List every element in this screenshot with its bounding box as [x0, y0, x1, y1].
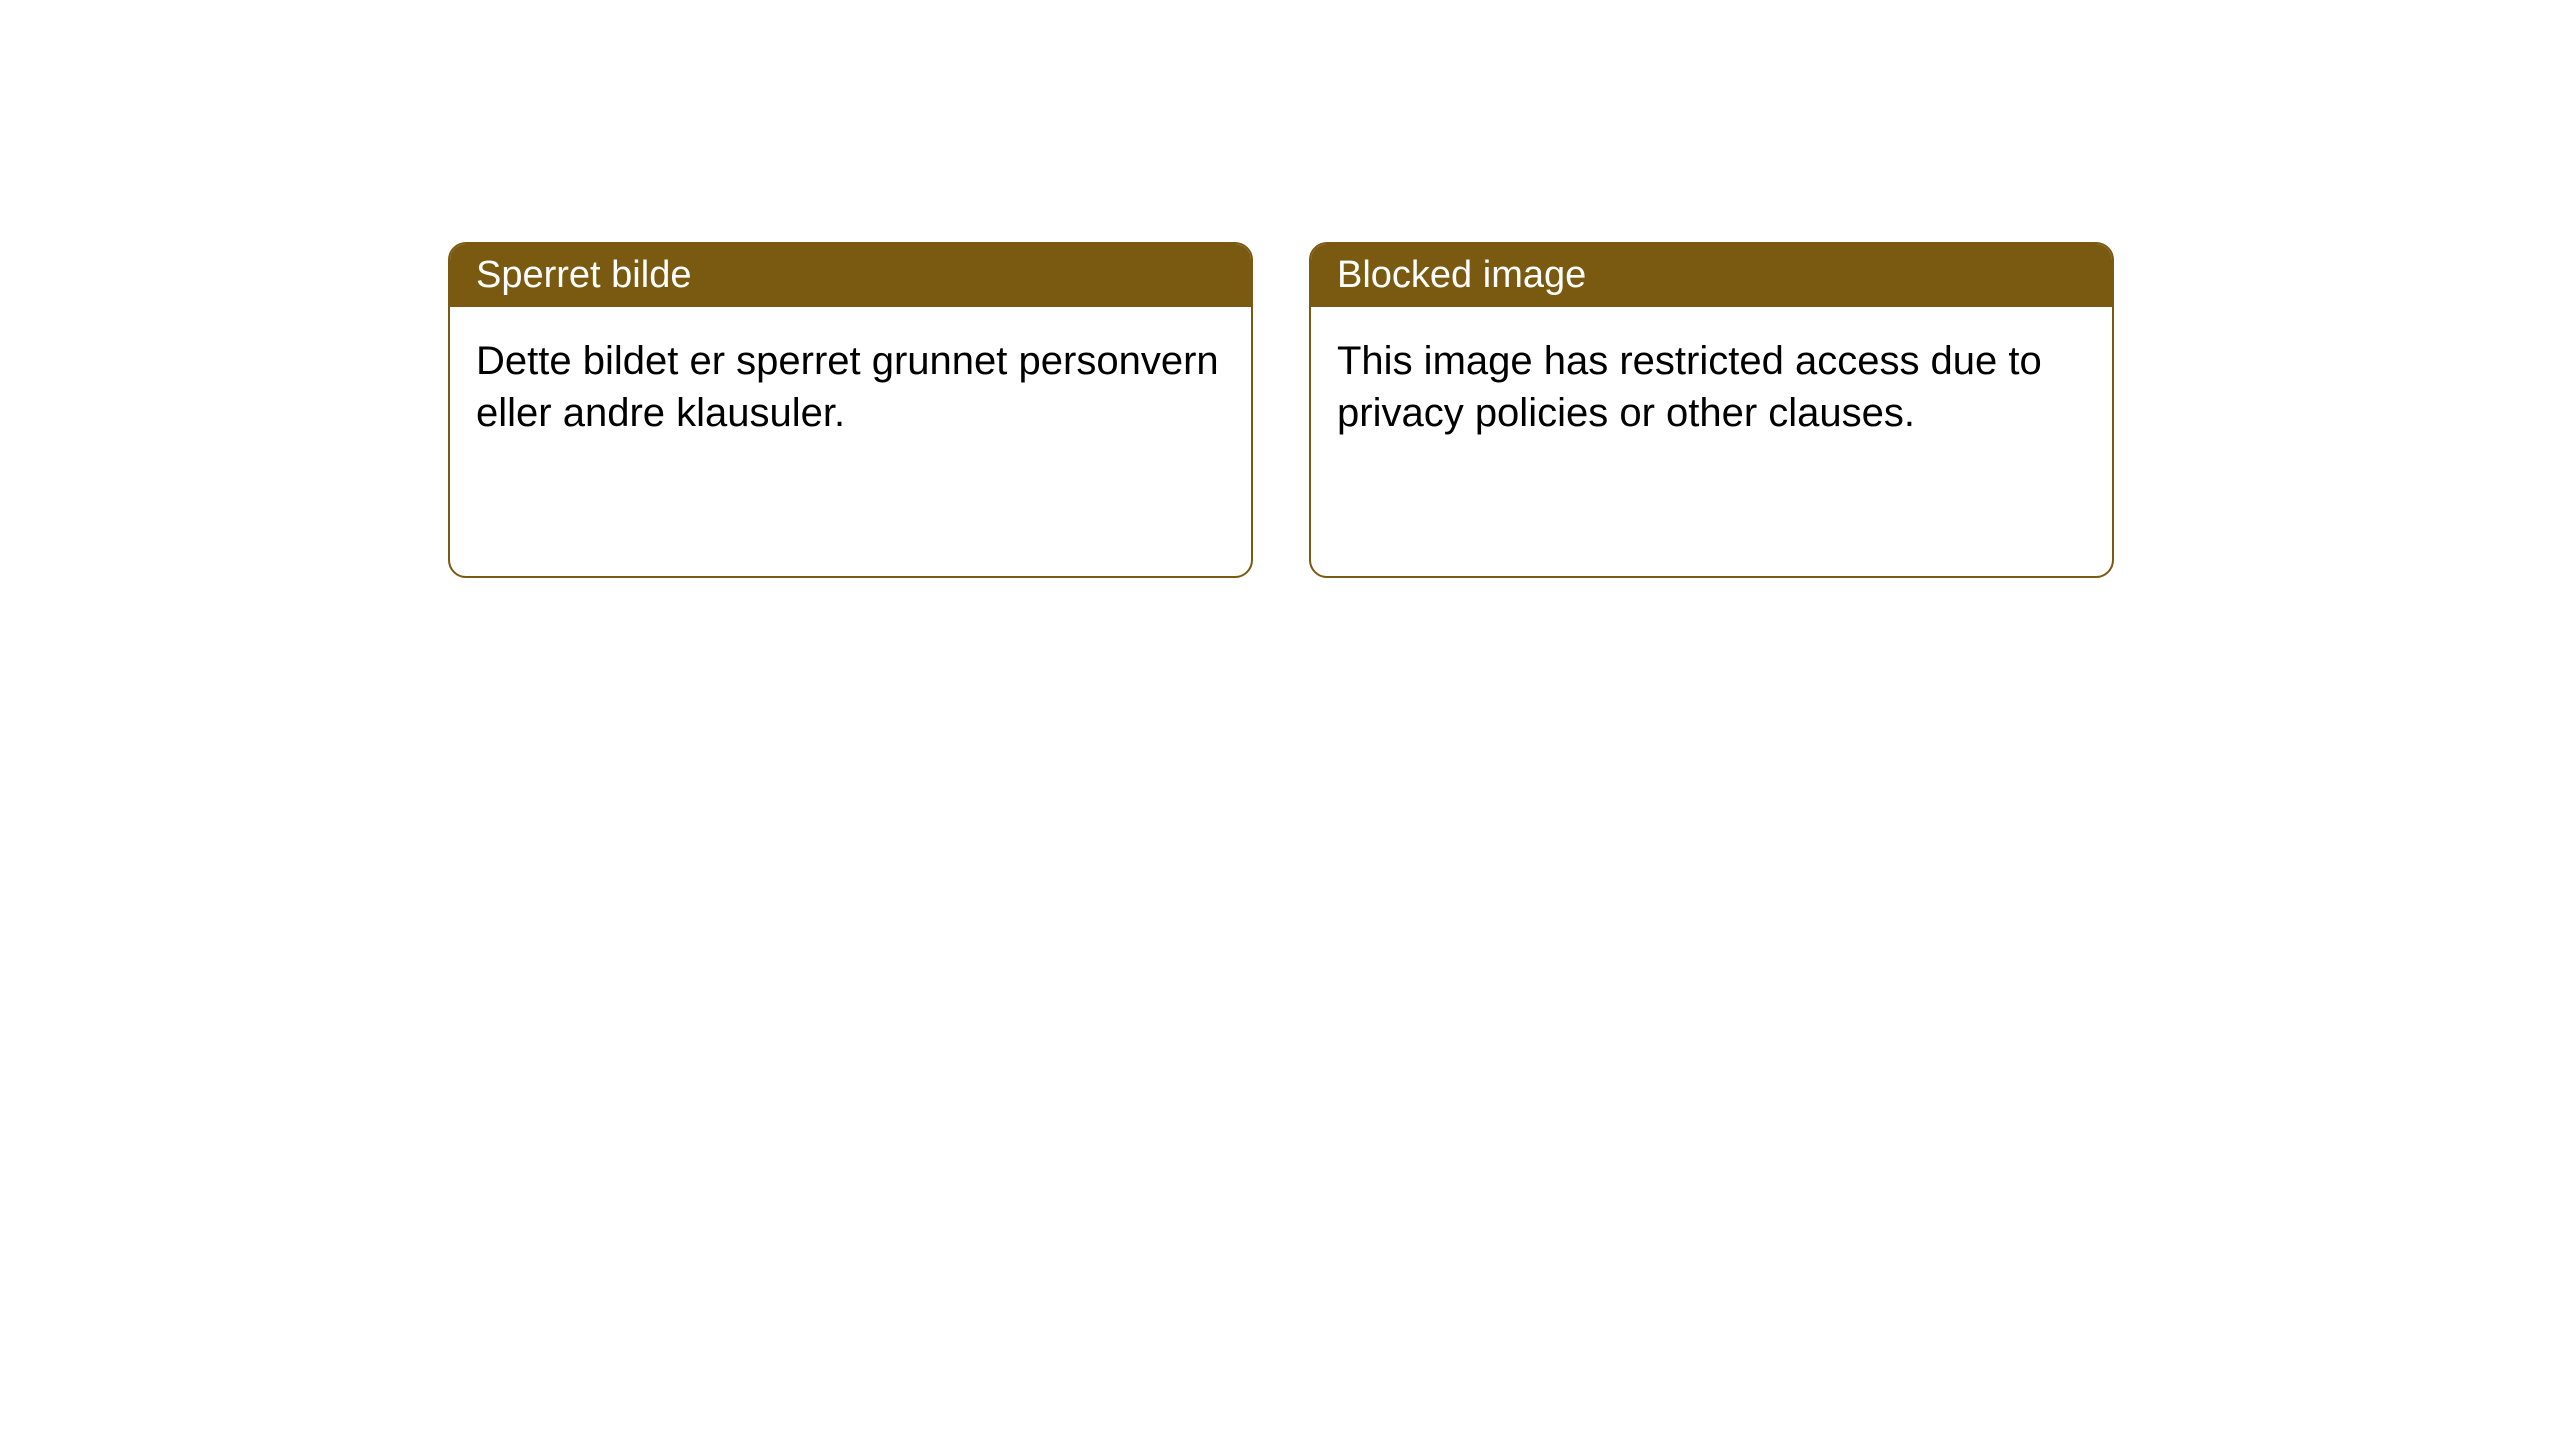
notice-title-en: Blocked image: [1311, 244, 2112, 307]
notice-card-en: Blocked image This image has restricted …: [1309, 242, 2114, 578]
notice-title-no: Sperret bilde: [450, 244, 1251, 307]
notice-body-en: This image has restricted access due to …: [1311, 307, 2112, 467]
notice-body-no: Dette bildet er sperret grunnet personve…: [450, 307, 1251, 467]
notice-container: Sperret bilde Dette bildet er sperret gr…: [448, 242, 2114, 578]
notice-card-no: Sperret bilde Dette bildet er sperret gr…: [448, 242, 1253, 578]
